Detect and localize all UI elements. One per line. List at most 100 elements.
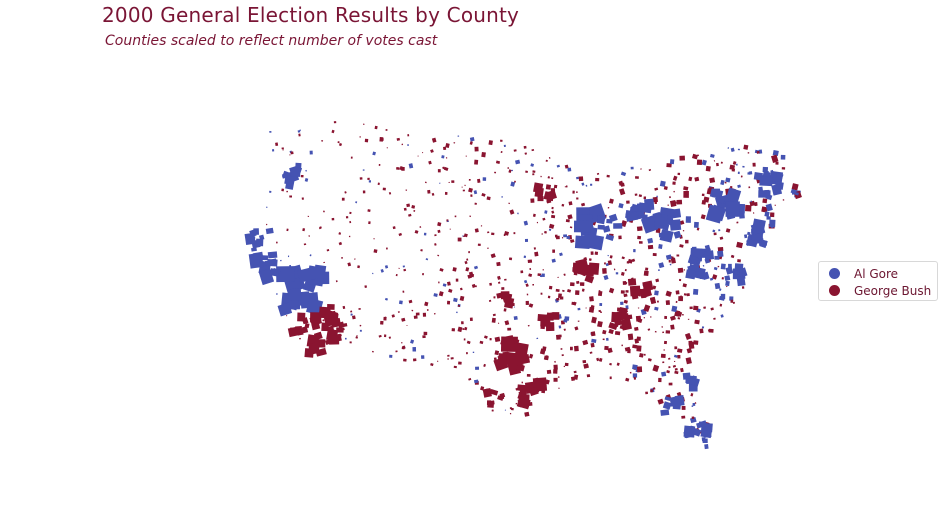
county-shape [605, 262, 609, 267]
county-shape [396, 137, 401, 141]
county-shape [336, 327, 344, 333]
county-shape [647, 237, 654, 244]
county-shape [674, 367, 678, 371]
county-shape [331, 217, 335, 221]
county-shape [597, 290, 603, 297]
county-shape [523, 145, 527, 149]
county-shape [624, 268, 627, 272]
county-shape [412, 358, 417, 362]
county-shape [553, 369, 558, 374]
county-shape [386, 147, 389, 149]
county-shape [521, 381, 524, 384]
county-shape [623, 321, 631, 330]
county-shape [602, 338, 605, 341]
county-shape [735, 163, 738, 166]
county-shape [368, 180, 372, 183]
county-shape [720, 263, 726, 270]
county-shape [424, 181, 427, 184]
county-shape [566, 235, 571, 240]
county-shape [672, 175, 678, 181]
county-shape [513, 338, 520, 345]
county-shape [474, 159, 479, 165]
county-shape [734, 263, 744, 273]
county-shape [713, 232, 717, 236]
county-shape [434, 234, 437, 237]
county-shape [552, 249, 556, 253]
county-shape [679, 155, 686, 161]
county-shape [620, 301, 624, 306]
county-shape [486, 196, 491, 201]
county-shape [677, 267, 684, 273]
county-shape [552, 312, 560, 320]
county-shape [583, 363, 589, 369]
county-shape [398, 232, 403, 237]
county-shape [384, 297, 388, 301]
county-shape [607, 260, 613, 266]
county-shape [391, 314, 395, 318]
county-shape [643, 317, 646, 319]
county-shape [736, 276, 746, 287]
county-shape [609, 376, 612, 380]
county-shape [402, 290, 405, 293]
county-shape [608, 198, 614, 204]
county-shape [700, 214, 706, 220]
county-shape [643, 353, 646, 356]
county-shape [546, 369, 552, 375]
county-shape [509, 257, 513, 261]
county-shape [709, 153, 715, 158]
county-shape [309, 254, 312, 257]
county-shape [606, 174, 610, 178]
county-shape [445, 157, 448, 159]
county-shape [359, 329, 362, 332]
county-shape [482, 388, 492, 398]
county-shape [759, 239, 768, 249]
county-shape [782, 199, 785, 201]
county-shape [380, 268, 384, 273]
county-shape [724, 275, 731, 281]
county-shape [282, 149, 284, 151]
county-shape [269, 131, 272, 133]
county-shape [396, 167, 400, 170]
county-shape [290, 151, 294, 155]
county-shape [515, 402, 518, 405]
county-shape [780, 154, 786, 160]
county-shape [577, 307, 581, 311]
county-shape [692, 427, 702, 437]
county-shape [590, 265, 597, 272]
county-shape [266, 206, 268, 208]
county-shape [433, 293, 438, 297]
county-shape [600, 311, 602, 313]
county-shape [287, 255, 290, 258]
county-shape [712, 229, 716, 233]
county-shape [694, 176, 700, 182]
county-shape [694, 319, 700, 325]
county-shape [691, 405, 694, 407]
county-shape [443, 166, 449, 171]
county-shape [414, 229, 419, 234]
county-shape [701, 159, 707, 166]
county-shape [526, 293, 529, 296]
county-shape [401, 143, 404, 146]
county-shape [431, 137, 437, 143]
county-shape [457, 304, 461, 308]
county-shape [673, 354, 678, 358]
county-shape [458, 361, 462, 365]
county-shape [497, 322, 500, 324]
county-shape [349, 341, 352, 344]
county-shape [652, 364, 660, 372]
county-shape [494, 350, 500, 356]
county-shape [465, 155, 467, 157]
county-shape [497, 395, 504, 401]
county-shape [303, 243, 307, 246]
county-shape [406, 203, 411, 208]
county-shape [665, 330, 671, 334]
county-shape [504, 278, 507, 281]
county-shape [545, 159, 548, 162]
county-shape [668, 382, 673, 386]
county-shape [713, 317, 716, 320]
county-shape [686, 347, 693, 354]
county-shape [373, 237, 375, 240]
county-shape [674, 370, 679, 375]
county-shape [532, 170, 536, 173]
county-shape [403, 268, 407, 272]
